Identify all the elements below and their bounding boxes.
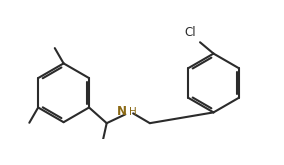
Text: N: N <box>117 105 127 118</box>
Text: H: H <box>129 107 137 117</box>
Text: Cl: Cl <box>185 26 196 39</box>
